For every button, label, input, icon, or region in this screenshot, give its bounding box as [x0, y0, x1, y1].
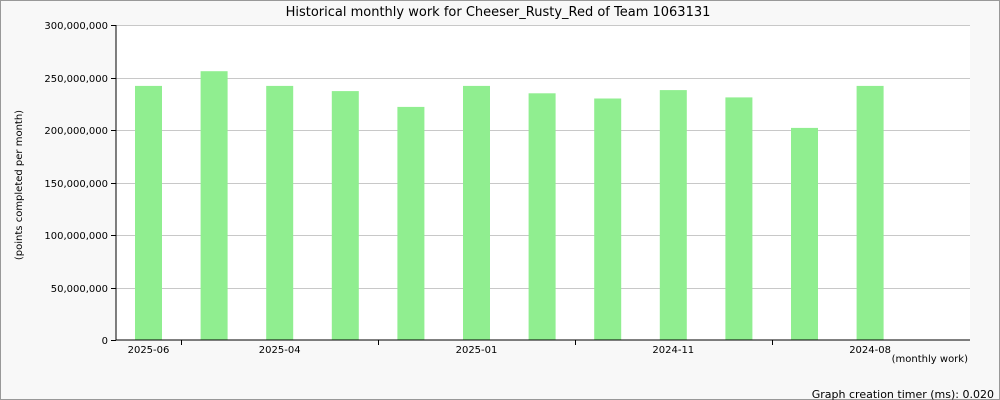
bars	[135, 71, 884, 341]
bar-2025-03	[331, 91, 359, 340]
graph-timer-text: Graph creation timer (ms): 0.020	[812, 388, 994, 400]
x-tick-label: 2025-04	[259, 345, 301, 356]
bar-2024-12	[528, 93, 556, 341]
bar-2025-05	[200, 71, 228, 340]
chart-title: Historical monthly work for Cheeser_Rust…	[286, 5, 711, 20]
bar-2025-02	[397, 106, 425, 341]
bar-2025-06	[135, 85, 162, 341]
bar-2024-09	[725, 97, 753, 341]
bar-2025-04	[266, 85, 294, 341]
x-axis-title: (monthly work)	[892, 354, 968, 365]
y-tick-label: 300,000,000	[44, 21, 108, 32]
y-tick-label: 100,000,000	[44, 231, 108, 242]
y-tick-label: 200,000,000	[44, 126, 108, 137]
y-tick-label: 250,000,000	[44, 74, 108, 85]
y-tick-label: 0	[102, 336, 108, 347]
y-tick-label: 150,000,000	[44, 179, 108, 190]
bar-2025-01	[463, 85, 490, 341]
axes	[115, 25, 970, 341]
bar-2024-11	[594, 98, 622, 340]
x-tick-label: 2025-01	[456, 345, 498, 356]
x-tick-label: 2025-06	[128, 345, 170, 356]
y-tick-labels: 0 50,000,000 100,000,000 150,000,000 200,000…	[44, 21, 116, 347]
x-tick-label: 2024-08	[849, 345, 891, 356]
bar-2024-07	[856, 85, 884, 341]
x-tick-label: 2024-11	[652, 345, 694, 356]
y-tick-label: 50,000,000	[51, 284, 108, 295]
bar-2024-10	[659, 90, 687, 340]
bar-2024-08	[791, 127, 818, 341]
x-tick-labels: 2025-06 2025-04 2025-01 2024-11 2024-08	[128, 340, 891, 356]
y-axis-title: (points completed per month)	[14, 110, 25, 260]
